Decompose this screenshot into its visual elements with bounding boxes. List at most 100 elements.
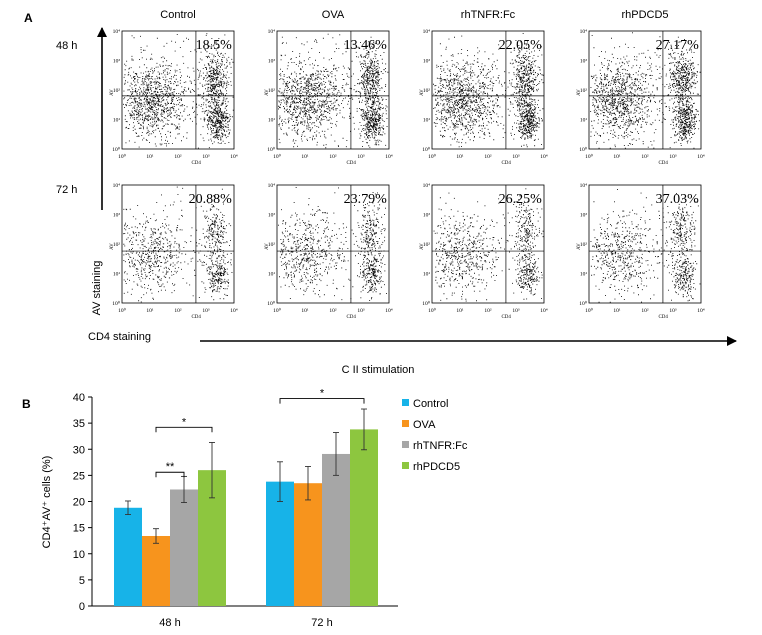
column-header: OVA xyxy=(322,9,345,21)
y-tick-label: 25 xyxy=(73,470,85,482)
y-tick-label: 10⁴ xyxy=(580,183,588,189)
column-header: rhPDCD5 xyxy=(621,9,668,21)
y-tick-label: 5 xyxy=(79,575,85,587)
y-tick-label: 10¹ xyxy=(113,272,121,278)
column-header: rhTNFR:Fc xyxy=(461,9,516,21)
x-tick-label: 10⁴ xyxy=(540,308,548,314)
legend: Control OVA rhTNFR:Fc rhPDCD5 xyxy=(402,398,468,473)
y-tick-label: 10² xyxy=(580,88,588,94)
x-tick-label: 10⁴ xyxy=(697,154,705,160)
y-tick-label: 10¹ xyxy=(268,118,276,124)
legend-swatch xyxy=(402,399,409,406)
x-tick-label: 10¹ xyxy=(456,308,464,314)
y-tick-label: 10⁴ xyxy=(580,29,588,35)
x-tick-label: 10¹ xyxy=(301,154,309,160)
dot-cloud xyxy=(433,33,544,148)
x-tick-label: 10⁰ xyxy=(428,307,437,314)
panel-b-label: B xyxy=(22,397,31,411)
y-tick-label: 10⁰ xyxy=(579,146,588,153)
x-tick-label: 10⁴ xyxy=(697,308,705,314)
x-tick-label: 10⁰ xyxy=(118,153,127,160)
y-tick-label: 10³ xyxy=(113,59,121,65)
legend-entry: rhTNFR:Fc xyxy=(413,440,468,452)
x-tick-label: 10³ xyxy=(512,308,520,314)
bar-control-0 xyxy=(114,507,142,606)
y-tick-label: 10⁰ xyxy=(422,300,431,307)
category-label: 72 h xyxy=(311,617,332,629)
y-tick-label: 10² xyxy=(423,242,431,248)
y-tick-label: 10³ xyxy=(423,59,431,65)
cd4-staining-label: CD4 staining xyxy=(88,331,151,343)
y-tick-label: 10 xyxy=(73,549,85,561)
significance-bracket xyxy=(279,398,365,404)
x-tick-label: 10¹ xyxy=(456,154,464,160)
mini-y-label: AV xyxy=(420,243,425,250)
panel-a: A 48 h 72 h AV staining CD4 staining C I… xyxy=(24,9,737,376)
stimulation-label: C II stimulation xyxy=(342,364,415,376)
mini-x-label: CD4 xyxy=(191,161,201,166)
bar-control-1 xyxy=(266,481,294,606)
y-tick-label: 10³ xyxy=(580,213,588,219)
x-tick-label: 10² xyxy=(329,308,337,314)
y-tick-label: 10⁴ xyxy=(268,183,276,189)
y-tick-label: 10⁰ xyxy=(267,300,276,307)
x-tick-label: 10⁴ xyxy=(385,308,393,314)
y-tick-label: 10³ xyxy=(580,59,588,65)
legend-swatch xyxy=(402,462,409,469)
mini-x-label: CD4 xyxy=(346,161,356,166)
y-tick-label: 10⁰ xyxy=(267,146,276,153)
y-tick-label: 10⁴ xyxy=(423,29,431,35)
y-tick-label: 35 xyxy=(73,418,85,430)
y-tick-label: 0 xyxy=(79,601,85,613)
x-tick-label: 10³ xyxy=(512,154,520,160)
x-tick-label: 10¹ xyxy=(146,308,154,314)
y-tick-label: 10² xyxy=(423,88,431,94)
x-tick-label: 10⁰ xyxy=(118,307,127,314)
legend-entry: Control xyxy=(413,398,448,410)
x-tick-label: 10³ xyxy=(202,308,210,314)
x-tick-label: 10³ xyxy=(202,154,210,160)
x-tick-label: 10⁴ xyxy=(230,308,238,314)
significance-bracket xyxy=(155,471,185,478)
x-tick-label: 10¹ xyxy=(613,308,621,314)
dot-cloud xyxy=(123,186,233,303)
quadrant-percent: 18.5% xyxy=(196,38,233,53)
y-tick-label: 10⁴ xyxy=(423,183,431,189)
significance-label: * xyxy=(182,416,187,428)
row-label-72h: 72 h xyxy=(56,184,77,196)
y-tick-label: 10² xyxy=(113,88,121,94)
mini-y-label: AV xyxy=(577,89,582,96)
mini-x-label: CD4 xyxy=(191,315,201,320)
av-staining-label: AV staining xyxy=(91,261,103,316)
bar-rhtnfrfc-0 xyxy=(170,489,198,606)
y-tick-label: 10¹ xyxy=(423,272,431,278)
y-tick-label: 10⁰ xyxy=(579,300,588,307)
mini-y-label: AV xyxy=(110,243,115,250)
y-tick-label: 30 xyxy=(73,444,85,456)
panel-a-label: A xyxy=(24,11,33,25)
bar-rhtnfrfc-1 xyxy=(322,453,350,606)
mini-y-label: AV xyxy=(265,243,270,250)
x-tick-label: 10² xyxy=(174,154,182,160)
quadrant-percent: 37.03% xyxy=(656,192,700,207)
x-tick-label: 10² xyxy=(329,154,337,160)
mini-y-label: AV xyxy=(265,89,270,96)
flow-plots: 10⁰10⁰10¹10¹10²10²10³10³10⁴10⁴AVCD418.5%… xyxy=(110,9,705,320)
y-tick-label: 10¹ xyxy=(580,272,588,278)
quadrant-percent: 27.17% xyxy=(656,38,700,53)
dot-cloud xyxy=(590,32,701,149)
y-tick-label: 10³ xyxy=(268,59,276,65)
x-tick-label: 10³ xyxy=(357,308,365,314)
x-tick-label: 10² xyxy=(641,154,649,160)
x-tick-label: 10² xyxy=(484,154,492,160)
mini-x-label: CD4 xyxy=(501,315,511,320)
mini-y-label: AV xyxy=(420,89,425,96)
quadrant-percent: 20.88% xyxy=(189,192,233,207)
y-tick-label: 10¹ xyxy=(423,118,431,124)
